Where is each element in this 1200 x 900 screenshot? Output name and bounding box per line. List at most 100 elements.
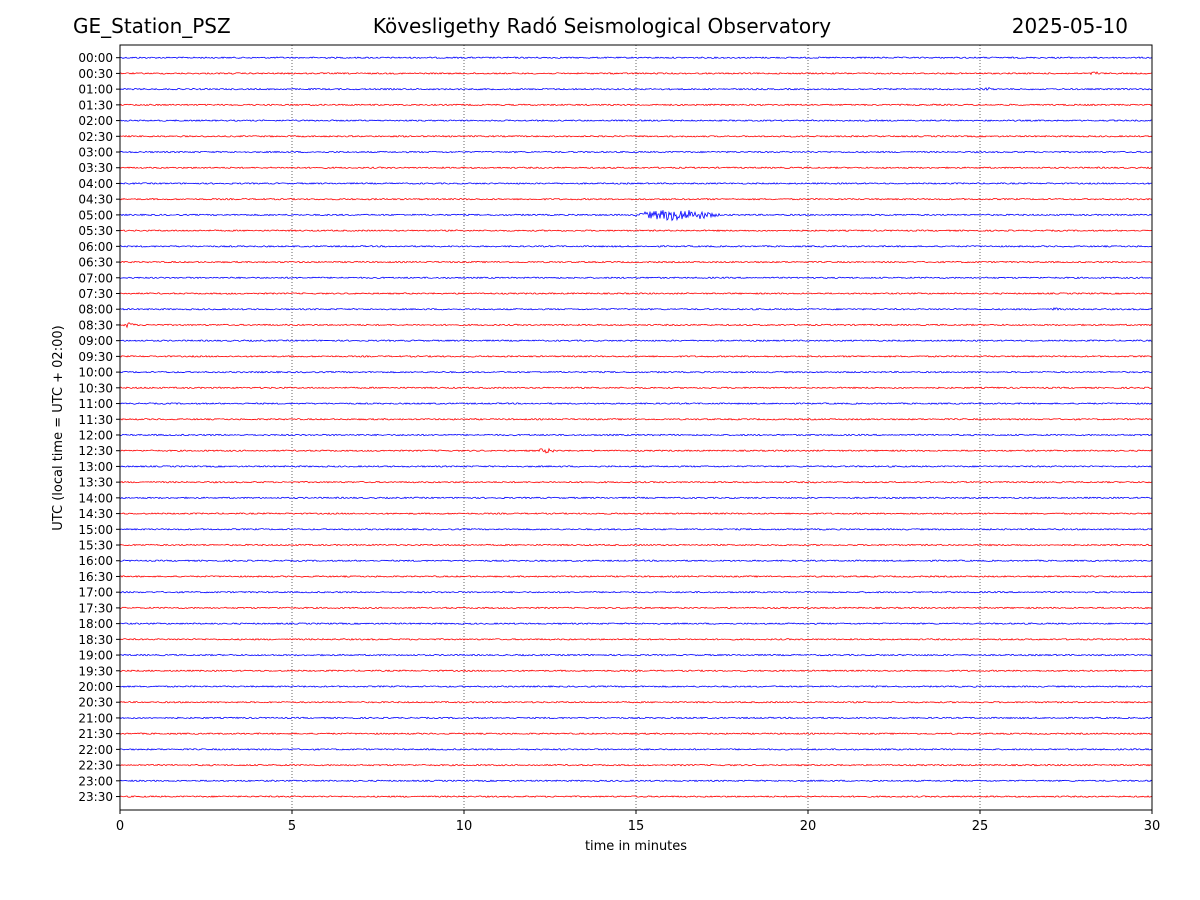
trace-1000 [119,370,1153,374]
y-tick-label: 11:30 [78,413,113,427]
trace-1830 [119,637,1153,641]
y-tick-label: 03:00 [78,146,113,160]
x-tick-label: 25 [972,819,989,834]
x-axis-label: time in minutes [585,839,687,854]
y-tick-label: 02:00 [78,114,113,128]
trace-1730 [119,606,1153,610]
x-tick-label: 0 [116,819,124,834]
trace-0830 [119,322,1153,329]
trace-0000 [119,56,1153,59]
y-tick-label: 07:00 [78,271,113,285]
y-tick-label: 08:00 [78,303,113,317]
y-tick-label: 15:30 [78,539,113,553]
trace-0130 [119,103,1153,107]
trace-0030 [119,71,1153,76]
trace-0800 [119,307,1153,311]
y-tick-label: 00:30 [78,67,113,81]
grid-lines [291,45,981,810]
y-tick-label: 12:30 [78,444,113,458]
y-tick-label: 20:30 [78,696,113,710]
trace-0630 [119,260,1153,264]
x-tick-label: 30 [1144,819,1161,834]
y-tick-label: 10:30 [78,381,113,395]
y-tick-label: 10:00 [78,366,113,380]
x-tick-label: 10 [456,819,473,834]
trace-0730 [119,292,1153,295]
y-tick-label: 21:30 [78,727,113,741]
y-tick-label: 01:30 [78,98,113,112]
trace-1100 [119,402,1153,405]
y-tick-label: 06:00 [78,240,113,254]
trace-0400 [119,182,1153,185]
y-tick-label: 09:00 [78,334,113,348]
trace-1030 [119,386,1153,390]
y-tick-label: 03:30 [78,161,113,175]
y-tick-label: 16:00 [78,554,113,568]
trace-1230 [119,447,1153,454]
y-tick-label: 22:30 [78,759,113,773]
trace-2000 [119,685,1153,688]
trace-2130 [119,732,1153,736]
trace-2230 [119,763,1153,767]
y-tick-label: 01:00 [78,83,113,97]
trace-0600 [119,245,1153,248]
trace-0100 [119,87,1153,91]
y-tick-label: 12:00 [78,428,113,442]
x-tick-label: 15 [628,819,645,834]
trace-2300 [119,779,1153,783]
y-tick-label: 20:00 [78,680,113,694]
y-tick-label: 18:30 [78,633,113,647]
trace-1430 [119,512,1153,515]
y-tick-label: 21:00 [78,711,113,725]
trace-2100 [119,716,1153,720]
trace-1400 [119,496,1153,500]
y-tick-label: 22:00 [78,743,113,757]
trace-0500 [119,210,1153,222]
y-tick-label: 23:00 [78,774,113,788]
x-tick-label: 5 [288,819,296,834]
trace-1500 [119,527,1153,531]
trace-lines [119,56,1153,798]
y-tick-label: 07:30 [78,287,113,301]
y-tick-label: 17:30 [78,601,113,615]
trace-2200 [119,748,1153,751]
trace-0900 [119,339,1153,342]
y-tick-label: 14:00 [78,491,113,505]
y-axis-label: UTC (local time = UTC + 02:00) [51,325,66,530]
trace-0330 [119,166,1153,170]
y-tick-label: 06:30 [78,256,113,270]
y-tick-label: 23:30 [78,790,113,804]
y-tick-label: 16:30 [78,570,113,584]
trace-0230 [119,134,1153,138]
trace-1300 [119,465,1153,468]
x-tick-label: 20 [800,819,817,834]
trace-1600 [119,559,1153,563]
trace-0700 [119,276,1153,280]
trace-0200 [119,119,1153,122]
y-tick-label: 09:30 [78,350,113,364]
y-tick-label: 11:00 [78,397,113,411]
trace-1930 [119,669,1153,673]
y-tick-label: 05:30 [78,224,113,238]
trace-1700 [119,590,1153,594]
station-label: GE_Station_PSZ [73,14,231,38]
trace-0430 [119,197,1153,201]
observatory-title: Kövesligethy Radó Seismological Observat… [372,14,832,38]
y-tick-label: 08:30 [78,318,113,332]
y-tick-label: 19:30 [78,664,113,678]
trace-1330 [119,480,1153,484]
trace-2330 [119,795,1153,798]
trace-1530 [119,543,1153,547]
y-tick-label: 15:00 [78,523,113,537]
y-tick-label: 00:00 [78,51,113,65]
trace-1130 [119,417,1153,421]
date-label: 2025-05-10 [1011,14,1128,38]
y-tick-label: 17:00 [78,586,113,600]
y-tick-label: 19:00 [78,649,113,663]
y-tick-label: 13:00 [78,460,113,474]
y-tick-label: 04:00 [78,177,113,191]
trace-0300 [119,150,1153,154]
y-tick-label: 04:30 [78,193,113,207]
